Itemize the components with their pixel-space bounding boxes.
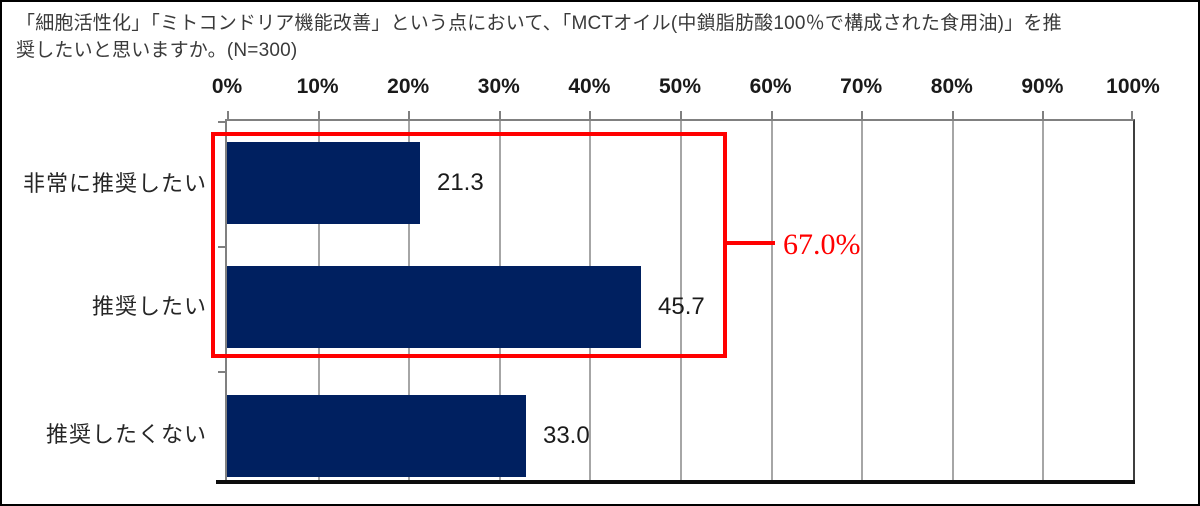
value-label: 21.3 (436, 169, 484, 196)
bar-strongly-recommend (227, 142, 420, 224)
x-axis-tick-label: 90% (1021, 75, 1064, 98)
category-axis-labels: 非常に推奨したい 推奨したい 推奨したくない (10, 119, 207, 480)
x-axis-tick-label: 10% (296, 75, 339, 98)
value-label: 45.7 (658, 293, 705, 320)
annotation-total-label: 67.0% (783, 228, 861, 261)
gridline (861, 121, 864, 480)
highlight-box (211, 132, 727, 358)
x-axis-tick (317, 111, 320, 121)
x-axis-tick (408, 111, 411, 121)
x-axis-tick (589, 111, 592, 121)
chart-title-line-2: 奨したいと思いますか。(N=300) (16, 40, 298, 61)
gridline (680, 121, 682, 480)
annotation-connector-line (727, 241, 775, 245)
x-axis-tick-label: 60% (749, 75, 792, 98)
category-label-not-recommend: 推奨したくない (45, 422, 207, 447)
x-axis-tick (1131, 111, 1133, 121)
gridline (1042, 121, 1045, 480)
bar-not-recommend (227, 395, 526, 477)
x-axis-tick-label: 70% (840, 75, 883, 98)
x-axis-tick (770, 111, 773, 121)
gridline (770, 121, 773, 480)
x-axis-tick (680, 111, 682, 121)
x-axis-tick-label: 100% (1106, 75, 1160, 98)
plot-area: 0% 10% 20% 30% 40% 50% 60% 70% 80% 90% 1… (212, 75, 1160, 484)
x-axis-tick-label: 0% (211, 75, 243, 98)
x-axis-tick-label: 40% (568, 75, 611, 98)
category-label-strongly-recommend: 非常に推奨したい (22, 171, 207, 196)
x-axis-tick-label: 50% (658, 75, 702, 98)
x-axis-tick-label: 80% (930, 75, 973, 98)
x-axis-tick (951, 111, 954, 121)
x-axis-tick (861, 111, 864, 121)
category-axis-tick (218, 371, 227, 373)
category-axis-line (216, 480, 1135, 484)
x-axis-tick (1042, 111, 1045, 121)
chart-title: 「細胞活性化」「ミトコンドリア機能改善」という点において、「MCTオイル(中鎖脂… (16, 10, 1176, 64)
value-label: 33.0 (542, 422, 590, 449)
bar-recommend (227, 266, 642, 348)
category-axis-tick (218, 246, 227, 248)
category-axis-tick (218, 121, 227, 123)
x-axis-tick (227, 111, 229, 121)
chart-title-line-1: 「細胞活性化」「ミトコンドリア機能改善」という点において、「MCTオイル(中鎖脂… (16, 13, 1062, 34)
x-axis-tick-label: 20% (387, 75, 430, 98)
category-label-recommend: 推奨したい (91, 294, 207, 319)
gridline (951, 121, 954, 480)
x-axis-tick (498, 111, 501, 121)
x-axis-tick-label: 30% (477, 75, 520, 98)
